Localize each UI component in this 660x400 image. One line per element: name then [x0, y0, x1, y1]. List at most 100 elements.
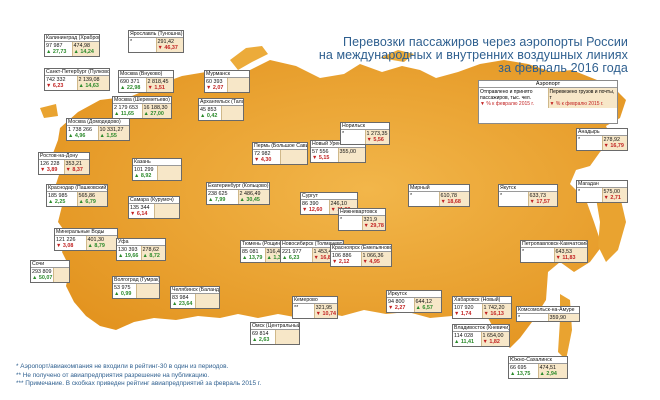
cargo-change-value: 2,71: [610, 195, 621, 202]
passengers-value: 85 081: [242, 249, 259, 255]
footnotes: * Аэропорт/авиакомпания не входили в рей…: [16, 363, 376, 389]
airport-card: Нижневартовск * 321,9 ▼ 29,78: [338, 208, 386, 231]
cargo-change-value: 2,94: [546, 371, 557, 378]
passengers-cell: 126 228 ▼ 3,89: [39, 160, 64, 174]
passengers-value: *: [578, 137, 581, 143]
airport-values: 53 975 ▲ 0,99: [113, 284, 159, 298]
passengers-change: ▼ 1,74: [454, 311, 481, 317]
passengers-value: **: [294, 305, 299, 311]
airport-card: Архангельск (Талаги)45 853▲ 0,42: [198, 98, 244, 121]
passengers-cell: 121 226 ▼ 3,08: [55, 236, 86, 250]
airport-card: Уфа 130 393 ▲ 19,66 278,62 ▲ 8,72: [116, 238, 166, 261]
cargo-cell: [279, 150, 307, 164]
airport-name: Хабаровск (Новый): [453, 297, 511, 304]
cargo-value: 353,21: [65, 161, 83, 167]
airport-values: * 321,9 ▼ 29,78: [339, 216, 385, 230]
passengers-change: ▲ 13,79: [242, 255, 264, 261]
airport-name: Сургут: [301, 193, 357, 200]
airport-name: Калининград (Храброво): [45, 35, 99, 42]
airport-values: 94 800 ▼ 2,27 644,12 ▲ 6,57: [387, 298, 441, 312]
down-arrow-icon: ▼: [312, 155, 319, 162]
cargo-cell: 1 273,35 ▼ 5,56: [364, 130, 389, 144]
cargo-value: 321,95: [315, 305, 333, 311]
cargo-change: ▼ 18,68: [441, 199, 469, 205]
cargo-change-value: 1,82: [489, 339, 500, 346]
footnote-2: ** Не получено от авиапредприятия разреш…: [16, 371, 210, 379]
passengers-change: ▲ 2,25: [48, 199, 76, 205]
cargo-value: 474,51: [539, 365, 557, 371]
airport-values: * 1 273,35 ▼ 5,56: [341, 130, 389, 144]
cargo-value: 316,48: [266, 249, 284, 255]
up-arrow-icon: ▲: [48, 199, 55, 206]
passengers-change: ▲ 7,99: [208, 197, 237, 203]
cargo-cell: 291,42 ▼ 46,37: [155, 38, 183, 52]
cargo-change-value: 1,35: [273, 255, 284, 262]
cargo-change-value: 17,57: [536, 199, 550, 206]
passengers-change-value: 3,89: [46, 167, 58, 174]
cargo-cell: [156, 166, 181, 180]
airport-values: * 359,90: [517, 314, 579, 322]
legend-header: Аэропорт: [479, 81, 617, 88]
passengers-change-value: 1,74: [460, 311, 472, 318]
legend-passengers-label: Отправлено и принято пассажиров, тыс. че…: [480, 89, 533, 101]
airport-card: Петропавловск-Камчатский * 643,53 ▼ 11,83: [520, 240, 588, 263]
down-arrow-icon: ▼: [366, 137, 374, 144]
passengers-value: *: [522, 249, 525, 255]
passengers-cell: 57 556 ▼ 5,15: [311, 148, 338, 162]
airport-name: Владивосток (Кневичи): [453, 325, 509, 332]
cargo-value: 2 139,08: [78, 77, 100, 83]
cargo-change-value: 46,37: [164, 45, 178, 52]
passengers-change: ▲ 8,92: [134, 173, 156, 179]
legend-cargo-label: Перевезено грузов и почты, т: [549, 89, 615, 101]
cargo-cell: 643,53 ▼ 11,83: [553, 248, 587, 262]
airport-name: Архангельск (Талаги): [199, 99, 243, 106]
cargo-cell: 1 654,00 ▼ 1,82: [480, 332, 509, 346]
passengers-change-value: 6,23: [52, 83, 64, 90]
airport-values: * 610,78 ▼ 18,68: [409, 192, 469, 206]
passengers-cell: *: [577, 188, 602, 202]
airport-values: 106 886 ▼ 2,12 1 066,36 ▼ 4,95: [331, 252, 391, 266]
passengers-value: 69 814: [252, 331, 269, 337]
airport-name: Красноярск (Емельяново): [331, 245, 391, 252]
passengers-cell: 221 977 ▲ 6,23: [281, 248, 312, 262]
cargo-cell: 2 486,49 ▲ 30,45: [237, 190, 269, 204]
passengers-change: ▼ 2,07: [206, 85, 226, 91]
cargo-change: ▼ 16,79: [604, 143, 627, 149]
down-arrow-icon: ▼: [483, 311, 491, 318]
passengers-change-value: 11,65: [120, 111, 135, 118]
airport-card: Санкт-Петербург (Пулково) 742 332 ▼ 6,23 2 …: [44, 68, 110, 91]
down-arrow-icon: ▼: [206, 85, 213, 92]
up-arrow-icon: ▲: [99, 133, 107, 140]
airport-values: 45 853 ▲ 0,42: [199, 106, 243, 120]
passengers-change: ▼ 3,89: [40, 167, 63, 173]
passengers-value: 66 695: [510, 365, 527, 371]
cargo-change-value: 27,00: [150, 111, 164, 118]
cargo-cell: 1 066,36 ▼ 4,95: [360, 252, 391, 266]
passengers-cell: 1 738 266 ▲ 4,96: [67, 126, 98, 140]
down-arrow-icon: ▼: [482, 339, 490, 346]
airport-card: Омск (Центральный) 69 814 ▲ 2,63: [250, 322, 300, 345]
cargo-change-value: 1,51: [154, 85, 165, 92]
passengers-cell: **: [293, 304, 314, 318]
cargo-change-value: 8,79: [94, 243, 105, 250]
cargo-value: 1 742,20: [483, 305, 505, 311]
cargo-value: 10 331,27: [99, 127, 124, 133]
passengers-change-value: 6,23: [288, 255, 300, 262]
passengers-cell: *: [577, 136, 602, 150]
airport-card: Краснодар (Пашковский) 185 985 ▲ 2,25 565,8…: [46, 184, 108, 207]
up-arrow-icon: ▲: [87, 243, 95, 250]
cargo-change: ▲ 1,55: [100, 133, 129, 139]
passengers-value: *: [340, 217, 343, 223]
passengers-change-value: 5,15: [318, 155, 330, 162]
passengers-change-value: 27,73: [52, 49, 67, 56]
passengers-change: ▼ 2,27: [388, 305, 413, 311]
passengers-cell: 130 393 ▲ 19,66: [117, 246, 141, 260]
title-line-2: на международных и внутренних воздушных …: [318, 48, 628, 62]
airport-card: Челябинск (Баландино)83 984▲ 23,64: [170, 286, 220, 309]
passengers-change-value: 12,60: [308, 207, 323, 214]
passengers-value: 130 393: [118, 247, 138, 253]
passengers-change-value: 0,99: [120, 291, 132, 298]
airport-name: Омск (Центральный): [251, 323, 299, 330]
airport-card: Анадырь * 278,92 ▼ 16,79: [576, 128, 628, 151]
airport-name: Челябинск (Баландино): [171, 287, 219, 294]
